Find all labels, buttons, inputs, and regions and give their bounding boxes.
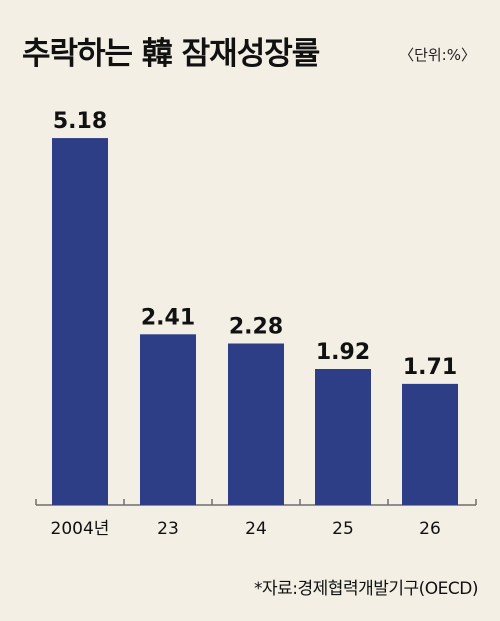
chart-title: 추락하는 韓 잠재성장률 (22, 36, 320, 72)
source-note: *자료:경제협력개발기구(OECD) (254, 579, 478, 599)
bar-23 (140, 334, 196, 505)
bar-25 (315, 369, 371, 505)
x-tick-label: 23 (157, 519, 179, 539)
x-tick-label: 26 (419, 519, 441, 539)
bar-2004년 (52, 138, 108, 506)
bar-24 (228, 343, 284, 505)
x-tick-label: 2004년 (51, 519, 110, 539)
unit-label: 〈단위:%〉 (399, 46, 476, 64)
data-label: 2.28 (229, 315, 283, 340)
data-label: 1.71 (403, 355, 457, 380)
data-label: 2.41 (141, 305, 195, 330)
bar-26 (402, 383, 458, 505)
data-label: 5.18 (53, 109, 107, 134)
x-tick-label: 24 (245, 519, 267, 539)
data-label: 1.92 (316, 340, 370, 365)
x-tick-label: 25 (332, 519, 354, 539)
